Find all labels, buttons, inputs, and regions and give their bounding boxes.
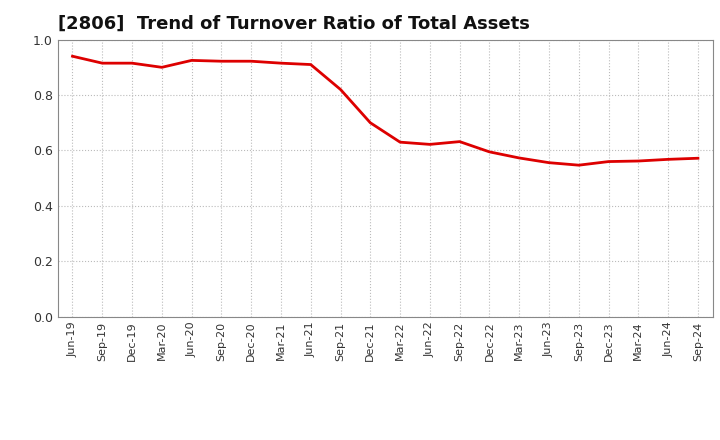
- Text: [2806]  Trend of Turnover Ratio of Total Assets: [2806] Trend of Turnover Ratio of Total …: [58, 15, 529, 33]
